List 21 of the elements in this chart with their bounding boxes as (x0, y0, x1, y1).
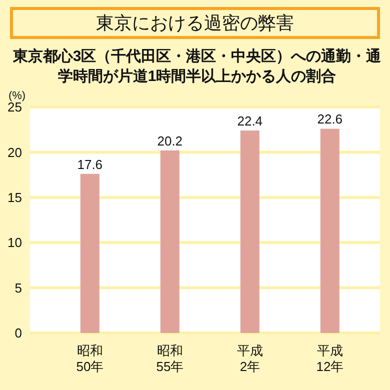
y-tick-label: 25 (8, 100, 22, 115)
x-tick-label: 昭和 50年 (76, 343, 104, 374)
bar (160, 150, 180, 333)
y-tick-label: 15 (8, 190, 22, 206)
bar (240, 130, 260, 333)
data-label: 22.6 (317, 112, 343, 127)
y-tick-label: 20 (8, 144, 22, 160)
chart-subtitle: 東京都心3区（千代田区・港区・中央区）への通勤・通学時間が片道1時間半以上かかる人の割合 (12, 47, 382, 87)
bar (320, 128, 340, 333)
bar (80, 174, 100, 333)
chart-title: 東京における過密の弊害 (10, 7, 380, 39)
data-label: 22.4 (237, 114, 263, 129)
x-tick-label: 平成 2年 (237, 343, 263, 374)
y-tick-label: 10 (8, 235, 22, 250)
data-label: 17.6 (77, 156, 103, 172)
y-tick-label: 5 (14, 280, 22, 296)
x-tick-label: 昭和 55年 (156, 343, 184, 374)
y-tick-label: 0 (14, 326, 22, 341)
y-axis-title: (%) (8, 90, 26, 102)
x-tick-label: 平成 12年 (316, 343, 344, 374)
data-label: 20.2 (157, 133, 183, 148)
